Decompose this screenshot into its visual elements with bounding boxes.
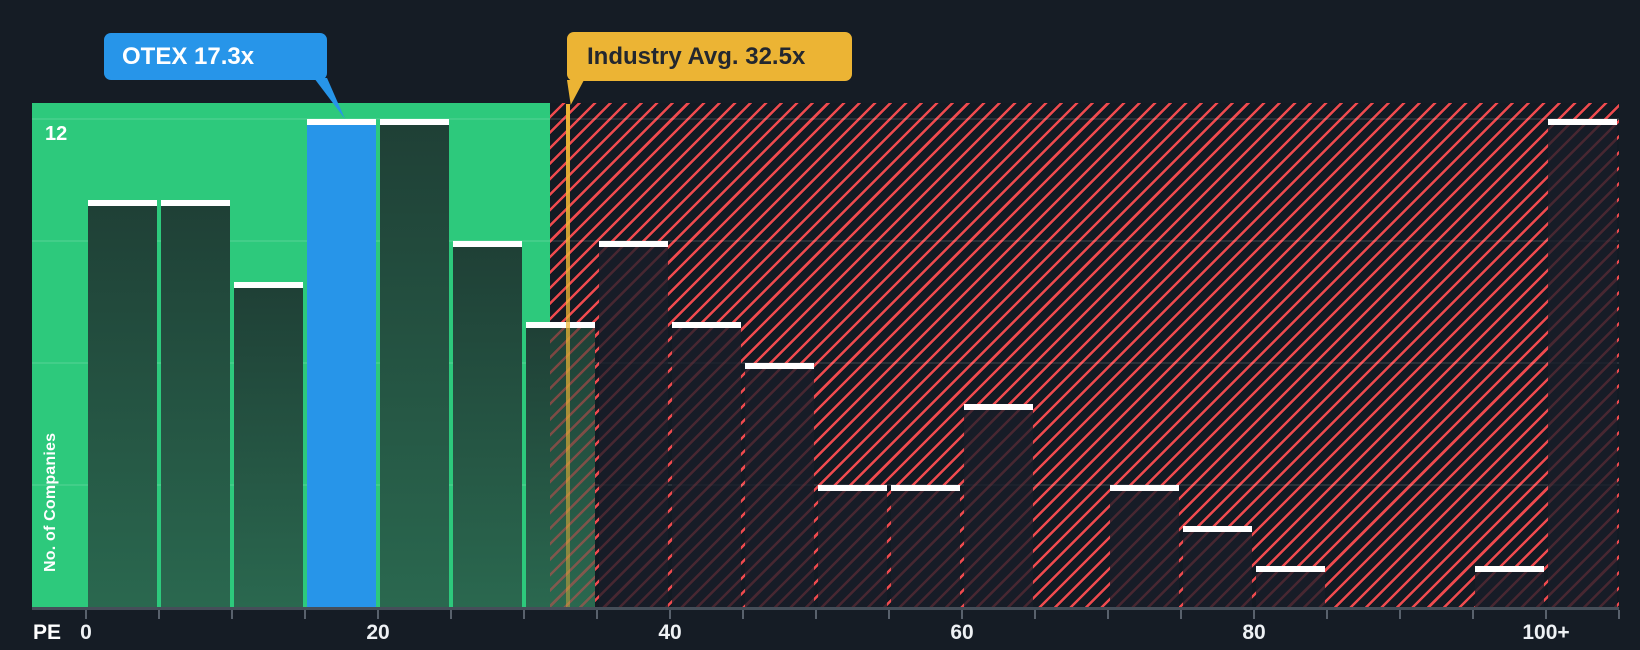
histogram-bar-60-65[interactable] bbox=[964, 403, 1033, 607]
otex-tooltip: OTEX 17.3x bbox=[104, 33, 327, 80]
histogram-bar-5-10[interactable] bbox=[161, 200, 230, 607]
histogram-bar-25-30[interactable] bbox=[453, 240, 522, 607]
x-axis-tick bbox=[1326, 610, 1328, 619]
hatch-overlay bbox=[550, 328, 595, 607]
histogram-bar-55-60[interactable] bbox=[891, 485, 960, 607]
histogram-bar-95-100[interactable] bbox=[1475, 566, 1544, 607]
x-axis-tick bbox=[377, 610, 379, 619]
histogram-bar-80-85[interactable] bbox=[1256, 566, 1325, 607]
histogram-bar-10-15[interactable] bbox=[234, 281, 303, 607]
histogram-bar-30-35[interactable] bbox=[526, 322, 595, 607]
histogram-bar-0-5[interactable] bbox=[88, 200, 157, 607]
x-axis-tick bbox=[158, 610, 160, 619]
histogram-bar-100+[interactable] bbox=[1548, 118, 1617, 607]
x-axis-tick bbox=[1034, 610, 1036, 619]
x-axis-tick-label-40: 40 bbox=[658, 621, 682, 644]
otex-histogram-bar[interactable] bbox=[307, 118, 376, 607]
y-gridline-9 bbox=[32, 239, 1619, 242]
x-axis-tick bbox=[669, 610, 671, 619]
x-axis-tick bbox=[1618, 610, 1620, 619]
x-axis-tick bbox=[304, 610, 306, 619]
x-axis-tick bbox=[1180, 610, 1182, 619]
industry-avg-tooltip-pointer-icon bbox=[567, 80, 584, 105]
x-axis-tick-label-60: 60 bbox=[950, 621, 974, 644]
histogram-bar-40-45[interactable] bbox=[672, 322, 741, 607]
x-axis-tick bbox=[85, 610, 87, 619]
y-gridline-12 bbox=[32, 117, 1619, 120]
x-axis-title: PE bbox=[33, 621, 62, 644]
histogram-bar-50-55[interactable] bbox=[818, 485, 887, 607]
histogram-bar-75-80[interactable] bbox=[1183, 525, 1252, 607]
x-axis-tick bbox=[596, 610, 598, 619]
x-axis-tick bbox=[888, 610, 890, 619]
y-gridline-6 bbox=[32, 361, 1619, 364]
x-axis-tick-label-80: 80 bbox=[1242, 621, 1266, 644]
x-axis-tick bbox=[523, 610, 525, 619]
industry-average-line bbox=[566, 104, 570, 607]
x-axis-tick bbox=[1253, 610, 1255, 619]
x-axis-tick bbox=[450, 610, 452, 619]
industry-avg-tooltip: Industry Avg. 32.5x bbox=[567, 32, 852, 81]
y-max-value-label: 12 bbox=[45, 123, 68, 145]
x-axis-tick bbox=[961, 610, 963, 619]
histogram-bar-45-50[interactable] bbox=[745, 362, 814, 607]
x-axis-tick-label-100+: 100+ bbox=[1522, 621, 1570, 644]
y-axis-label: No. of Companies bbox=[42, 432, 59, 572]
histogram-bar-20-25[interactable] bbox=[380, 118, 449, 607]
x-axis-line bbox=[32, 607, 1619, 610]
x-axis-tick-label-20: 20 bbox=[366, 621, 390, 644]
x-axis-tick bbox=[1107, 610, 1109, 619]
x-axis-tick bbox=[742, 610, 744, 619]
x-axis-tick bbox=[1545, 610, 1547, 619]
x-axis-tick bbox=[231, 610, 233, 619]
x-axis-tick bbox=[815, 610, 817, 619]
x-axis-tick-label-0: 0 bbox=[80, 621, 92, 644]
x-axis-tick bbox=[1399, 610, 1401, 619]
histogram-bar-35-40[interactable] bbox=[599, 240, 668, 607]
industry-avg-tooltip-label: Industry Avg. 32.5x bbox=[587, 43, 806, 70]
histogram-bar-70-75[interactable] bbox=[1110, 485, 1179, 607]
otex-tooltip-label: OTEX 17.3x bbox=[122, 43, 255, 70]
plot-area bbox=[32, 103, 1619, 607]
x-axis-tick bbox=[1472, 610, 1474, 619]
